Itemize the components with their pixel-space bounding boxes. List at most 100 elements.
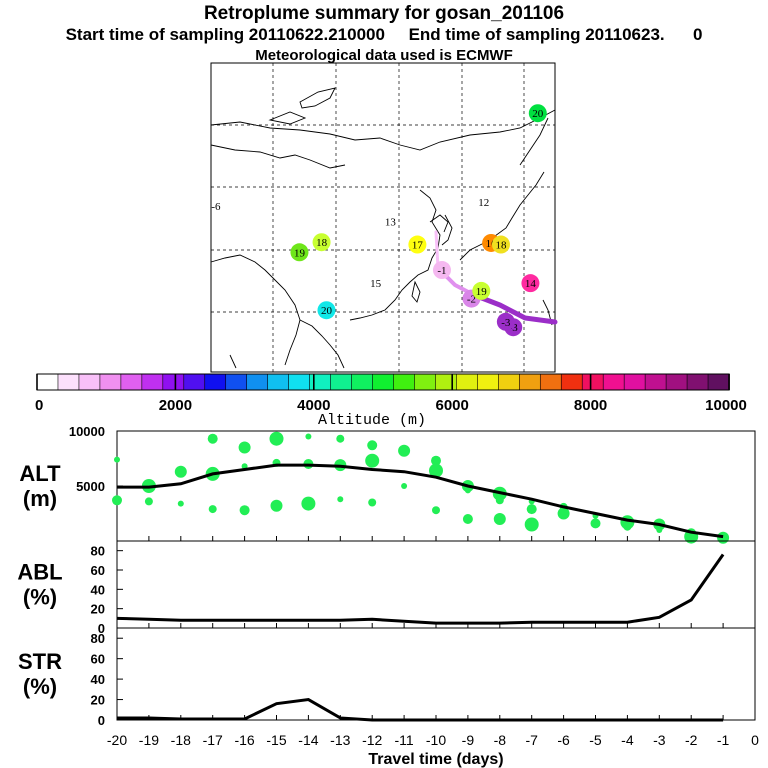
str-panel: 0 20 40 60 80 STR(%) bbox=[18, 627, 756, 728]
map-marker-label: -3 bbox=[501, 317, 511, 329]
altitude-colorbar: 0 2000 4000 6000 8000 10000 Altitude (m) bbox=[35, 373, 747, 429]
met-data-note: Meteorological data used is ECMWF bbox=[255, 47, 513, 64]
x-tick-label: -19 bbox=[139, 732, 159, 748]
colorbar-cell bbox=[183, 373, 206, 391]
map-marker-label: 19 bbox=[294, 247, 306, 259]
colorbar-cell bbox=[665, 373, 688, 391]
colorbar-cell bbox=[120, 373, 143, 391]
colorbar-cell bbox=[246, 373, 269, 391]
colorbar-cell bbox=[267, 373, 290, 391]
colorbar-cell bbox=[456, 373, 479, 391]
y-axis-label: ABL bbox=[17, 560, 62, 585]
altitude-point bbox=[623, 522, 632, 531]
colorbar-cell bbox=[623, 373, 646, 391]
altitude-point bbox=[524, 517, 539, 532]
y-axis-unit: (m) bbox=[23, 486, 57, 511]
coastlines bbox=[210, 87, 556, 369]
x-tick-label: -17 bbox=[203, 732, 223, 748]
map-marker bbox=[496, 312, 515, 331]
colorbar-cell bbox=[477, 373, 500, 391]
y-tick-label: 80 bbox=[91, 544, 105, 559]
colorbar-cell bbox=[162, 373, 185, 391]
x-tick-label: -14 bbox=[298, 732, 318, 748]
colorbar-cell bbox=[414, 373, 437, 391]
map-panel: -1 -2 -3-3 -6 12 13 14 15 16 17 18 18 19 19 20 20 bbox=[210, 62, 558, 373]
y-tick-label: 20 bbox=[91, 693, 105, 708]
map-marker-label: -1 bbox=[437, 265, 446, 277]
y-tick-label: 20 bbox=[91, 602, 105, 617]
x-tick-label: -13 bbox=[330, 732, 350, 748]
x-axis-label: Travel time (days) bbox=[368, 751, 503, 768]
altitude-point bbox=[429, 463, 443, 478]
colorbar-cell bbox=[498, 373, 521, 391]
y-tick-label: 60 bbox=[91, 652, 105, 667]
map-marker-label: 20 bbox=[532, 108, 544, 120]
map-marker-label: 12 bbox=[478, 197, 489, 209]
altitude-point bbox=[557, 507, 570, 520]
colorbar-cell bbox=[78, 373, 101, 391]
map-marker bbox=[521, 274, 540, 293]
colorbar-cell bbox=[309, 373, 332, 391]
colorbar-cell bbox=[330, 373, 353, 391]
map-marker-label: 15 bbox=[370, 278, 382, 290]
colorbar-cell bbox=[372, 373, 395, 391]
map-markers: -1 -2 -3-3 -6 12 13 14 15 16 17 18 18 19 19 20 20 bbox=[211, 104, 547, 337]
altitude-point bbox=[526, 504, 537, 515]
map-marker bbox=[491, 235, 510, 254]
map-marker-label: 20 bbox=[321, 305, 333, 317]
panel-frame bbox=[116, 627, 756, 721]
altitude-point bbox=[365, 453, 380, 468]
series-line bbox=[116, 553, 725, 625]
colorbar-cell bbox=[57, 373, 80, 391]
altitude-panel: 10000 5000 ALT(m) bbox=[19, 424, 756, 544]
altitude-point bbox=[493, 513, 506, 525]
x-tick-label: -8 bbox=[494, 732, 507, 748]
x-tick-label: -9 bbox=[462, 732, 475, 748]
y-axis-unit: (%) bbox=[23, 674, 57, 699]
altitude-point bbox=[398, 444, 411, 457]
colorbar-cell bbox=[539, 373, 563, 391]
altitude-point bbox=[464, 487, 471, 494]
altitude-point bbox=[431, 455, 441, 466]
x-tick-label: -15 bbox=[266, 732, 286, 748]
map-marker-label: 13 bbox=[385, 216, 397, 228]
chart-title: Retroplume summary for gosan_201106 bbox=[203, 3, 565, 24]
y-tick-label: 40 bbox=[91, 672, 105, 687]
altitude-point bbox=[112, 495, 122, 506]
panel-frame bbox=[116, 540, 756, 629]
colorbar-cell bbox=[581, 373, 604, 391]
map-marker-label: 17 bbox=[412, 240, 424, 252]
altitude-point bbox=[239, 505, 250, 516]
map-marker bbox=[312, 233, 331, 252]
altitude-point bbox=[144, 497, 153, 506]
colorbar-tick-label: 8000 bbox=[574, 397, 607, 414]
x-tick-label: -20 bbox=[107, 732, 127, 748]
map-marker-label: 16 bbox=[486, 238, 498, 250]
altitude-point bbox=[269, 431, 284, 446]
altitude-point bbox=[208, 505, 217, 514]
colorbar-cell bbox=[707, 373, 730, 391]
colorbar-tick-label: 4000 bbox=[297, 397, 330, 414]
colorbar-cell bbox=[288, 373, 311, 391]
map-marker-label: 14 bbox=[525, 278, 537, 290]
altitude-point bbox=[656, 527, 663, 533]
x-tick-label: -18 bbox=[171, 732, 191, 748]
x-tick-label: -5 bbox=[589, 732, 602, 748]
x-tick-label: -6 bbox=[557, 732, 570, 748]
x-tick-label: -12 bbox=[362, 732, 382, 748]
colorbar-cell bbox=[602, 373, 625, 391]
altitude-point bbox=[336, 434, 345, 443]
colorbar-cell bbox=[686, 373, 709, 391]
x-tick-label: -4 bbox=[621, 732, 634, 748]
colorbar-cell bbox=[36, 373, 59, 391]
map-marker bbox=[432, 261, 451, 280]
y-axis-label: STR bbox=[18, 649, 62, 674]
colorbar-tick-label: 10000 bbox=[705, 397, 747, 414]
series-line bbox=[117, 463, 724, 539]
altitude-point bbox=[367, 440, 378, 451]
y-tick-label: 10000 bbox=[69, 424, 105, 439]
map-marker-label: -6 bbox=[211, 201, 221, 213]
map-marker bbox=[317, 301, 336, 320]
map-marker-label: 18 bbox=[495, 240, 507, 252]
altitude-point bbox=[401, 483, 408, 489]
